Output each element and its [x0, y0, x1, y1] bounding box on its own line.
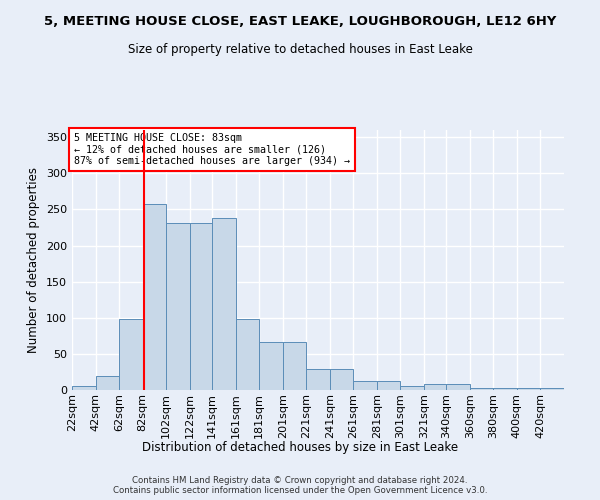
- Bar: [166, 223, 190, 390]
- Bar: [400, 386, 424, 390]
- Bar: [259, 342, 283, 390]
- Bar: [470, 388, 493, 390]
- Text: 5, MEETING HOUSE CLOSE, EAST LEAKE, LOUGHBOROUGH, LE12 6HY: 5, MEETING HOUSE CLOSE, EAST LEAKE, LOUG…: [44, 15, 556, 28]
- Text: Size of property relative to detached houses in East Leake: Size of property relative to detached ho…: [128, 42, 472, 56]
- Bar: [306, 369, 330, 390]
- Bar: [236, 319, 259, 390]
- Y-axis label: Number of detached properties: Number of detached properties: [28, 167, 40, 353]
- Bar: [330, 369, 353, 390]
- Bar: [190, 223, 212, 390]
- Bar: [212, 218, 236, 390]
- Bar: [353, 380, 377, 390]
- Text: 5 MEETING HOUSE CLOSE: 83sqm
← 12% of detached houses are smaller (126)
87% of s: 5 MEETING HOUSE CLOSE: 83sqm ← 12% of de…: [74, 132, 350, 166]
- Bar: [283, 342, 306, 390]
- Bar: [95, 376, 119, 390]
- Bar: [541, 388, 564, 390]
- Text: Contains HM Land Registry data © Crown copyright and database right 2024.
Contai: Contains HM Land Registry data © Crown c…: [113, 476, 487, 495]
- Bar: [72, 386, 95, 390]
- Text: Distribution of detached houses by size in East Leake: Distribution of detached houses by size …: [142, 441, 458, 454]
- Bar: [446, 384, 470, 390]
- Bar: [517, 388, 541, 390]
- Bar: [493, 388, 517, 390]
- Bar: [143, 204, 166, 390]
- Bar: [377, 380, 400, 390]
- Bar: [424, 384, 446, 390]
- Bar: [119, 319, 143, 390]
